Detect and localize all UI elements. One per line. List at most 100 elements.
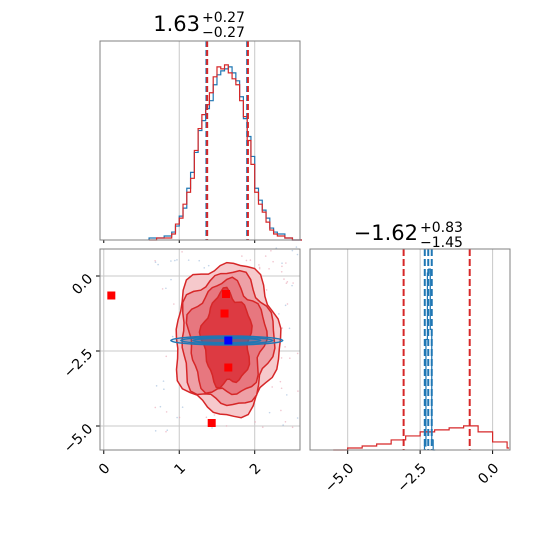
hist2-series-0 bbox=[423, 268, 436, 451]
red-marker-4 bbox=[207, 419, 216, 427]
scatter-point bbox=[278, 313, 280, 315]
title-param2: −1.62 +0.83 −1.45 bbox=[354, 220, 463, 251]
scatter-ytick-label: 0.0 bbox=[69, 271, 96, 298]
scatter-xtick-label: 1 bbox=[171, 460, 189, 478]
scatter-point bbox=[154, 406, 157, 409]
histogram-param1-panel bbox=[99, 40, 302, 243]
scatter-xtick-label: 0 bbox=[96, 460, 114, 478]
hist1-series-1 bbox=[149, 64, 302, 241]
scatter-point bbox=[213, 414, 216, 416]
hist2-series-1 bbox=[333, 425, 510, 451]
scatter-point bbox=[280, 387, 283, 390]
scatter-point bbox=[258, 264, 260, 266]
scatter-point bbox=[268, 411, 271, 414]
scatter-point bbox=[161, 288, 164, 290]
scatter-point bbox=[258, 266, 261, 269]
scatter-point bbox=[271, 386, 274, 388]
scatter-point bbox=[163, 388, 165, 390]
scatter-point bbox=[165, 411, 168, 413]
scatter-frame bbox=[99, 248, 301, 451]
scatter-point bbox=[174, 259, 176, 262]
hist2-xtick-label: 0.0 bbox=[475, 460, 502, 487]
scatter-point bbox=[162, 380, 165, 382]
scatter-point bbox=[203, 267, 206, 269]
scatter-point bbox=[178, 416, 181, 419]
red-marker-0 bbox=[107, 291, 116, 300]
scatter-ytick-label: −5.0 bbox=[61, 421, 96, 456]
scatter-point bbox=[154, 261, 157, 263]
scatter-point bbox=[254, 421, 256, 423]
hist2-xtick-label: −2.5 bbox=[395, 460, 430, 495]
title-param1-lower: −0.27 bbox=[202, 25, 245, 41]
scatter-point bbox=[282, 424, 284, 426]
scatter-point bbox=[245, 259, 248, 262]
scatter-point bbox=[241, 255, 243, 257]
scatter-point bbox=[284, 304, 287, 307]
title-param1-upper: +0.27 bbox=[202, 10, 245, 26]
scatter-point bbox=[289, 357, 291, 360]
scatter-x-tick-labels: 0 1 2 bbox=[96, 460, 265, 478]
scatter-point bbox=[270, 249, 272, 252]
scatter-point bbox=[285, 262, 287, 264]
scatter-ytick-label: −2.5 bbox=[61, 346, 96, 381]
scatter-point bbox=[198, 259, 201, 262]
scatter-point bbox=[207, 264, 210, 267]
scatter-point bbox=[280, 270, 283, 273]
scatter-point bbox=[291, 284, 293, 287]
hist1-series-0 bbox=[148, 66, 302, 241]
scatter-point bbox=[297, 390, 299, 392]
scatter-point bbox=[286, 303, 289, 305]
scatter-point bbox=[155, 385, 158, 387]
scatter-point bbox=[258, 267, 261, 270]
scatter-point bbox=[165, 430, 167, 433]
red-marker-2 bbox=[220, 309, 229, 318]
scatter-point bbox=[291, 249, 294, 252]
scatter-point bbox=[292, 282, 294, 284]
scatter-point bbox=[268, 267, 270, 270]
scatter-point bbox=[170, 278, 172, 281]
histogram-param2-panel bbox=[309, 248, 511, 454]
scatter-point bbox=[280, 409, 282, 412]
scatter-point bbox=[225, 425, 228, 427]
scatter-point bbox=[261, 426, 264, 428]
scatter-point bbox=[176, 416, 178, 419]
scatter-point bbox=[286, 281, 289, 283]
scatter-point bbox=[284, 346, 286, 348]
scatter-point bbox=[171, 335, 174, 338]
scatter-point bbox=[283, 278, 285, 280]
title-param2-upper: +0.83 bbox=[420, 220, 463, 236]
scatter-y-tick-labels: 0.0 −2.5 −5.0 bbox=[61, 271, 96, 456]
scatter-point bbox=[170, 260, 172, 262]
scatter-point bbox=[285, 394, 288, 396]
scatter-point bbox=[249, 259, 252, 261]
scatter-point bbox=[176, 259, 178, 261]
scatter-point bbox=[157, 263, 159, 266]
scatter-point bbox=[166, 429, 169, 432]
hist2-x-tick-labels: −5.0 −2.5 0.0 bbox=[322, 460, 502, 495]
hist1-frame bbox=[99, 40, 301, 241]
scatter-point bbox=[187, 259, 190, 261]
scatter-point bbox=[264, 255, 267, 257]
scatter-point bbox=[211, 427, 213, 429]
scatter-point bbox=[296, 352, 299, 355]
scatter-point bbox=[181, 406, 184, 408]
scatter-point bbox=[205, 416, 208, 419]
scatter-xtick-label: 2 bbox=[247, 460, 265, 478]
scatter-point bbox=[296, 253, 299, 256]
scatter-point bbox=[279, 380, 282, 383]
scatter-point bbox=[288, 327, 291, 330]
scatter-point bbox=[285, 282, 288, 284]
title-param1: 1.63 +0.27 −0.27 bbox=[153, 10, 245, 41]
blue-marker bbox=[224, 336, 233, 345]
hist2-xtick-label: −5.0 bbox=[322, 460, 357, 495]
scatter-point bbox=[281, 262, 283, 264]
scatter-point bbox=[154, 259, 156, 262]
scatter-2d-panel bbox=[96, 246, 301, 454]
scatter-point bbox=[154, 430, 157, 432]
scatter-point bbox=[281, 327, 284, 329]
hist2-frame bbox=[309, 248, 511, 451]
red-marker-1 bbox=[222, 290, 231, 298]
scatter-point bbox=[291, 426, 294, 429]
title-param2-value: −1.62 bbox=[354, 221, 418, 245]
